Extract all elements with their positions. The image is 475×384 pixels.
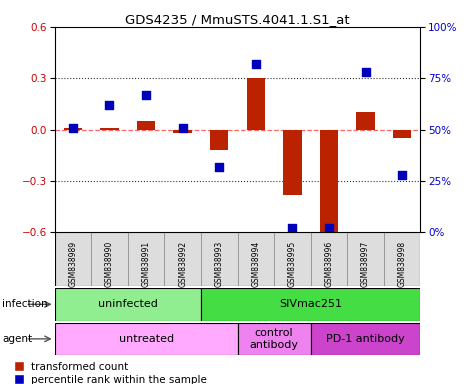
Text: infection: infection [2,299,48,310]
Text: GSM838998: GSM838998 [398,240,407,286]
Bar [201,288,420,321]
Bar [274,232,311,286]
Text: GSM838997: GSM838997 [361,240,370,286]
Bar [311,232,347,286]
Bar [173,130,192,133]
Bar [247,78,265,130]
Bar [347,232,384,286]
Text: GSM838993: GSM838993 [215,240,224,286]
Bar [164,232,201,286]
Bar [55,232,91,286]
Text: control
antibody: control antibody [249,328,299,350]
Point [362,69,370,75]
Text: PD-1 antibody: PD-1 antibody [326,334,405,344]
Bar [100,128,119,130]
Bar [55,288,201,321]
Bar [64,128,82,130]
Bar [320,130,338,232]
Bar [238,232,274,286]
Point [289,225,296,231]
Text: uninfected: uninfected [98,299,158,310]
Bar [356,113,375,130]
Bar [210,130,228,150]
Text: GSM838994: GSM838994 [251,240,260,286]
Text: GSM838989: GSM838989 [68,240,77,286]
Title: GDS4235 / MmuSTS.4041.1.S1_at: GDS4235 / MmuSTS.4041.1.S1_at [125,13,350,26]
Text: untreated: untreated [118,334,174,344]
Text: GSM838991: GSM838991 [142,240,151,286]
Bar [55,323,238,355]
Point [105,102,113,108]
Bar [283,130,302,195]
Point [252,61,259,67]
Text: SIVmac251: SIVmac251 [279,299,342,310]
Point [142,92,150,98]
Text: GSM838992: GSM838992 [178,240,187,286]
Bar [137,121,155,130]
Bar [128,232,164,286]
Point [216,164,223,170]
Bar [238,323,311,355]
Point [179,124,186,131]
Bar [384,232,420,286]
Bar [91,232,128,286]
Bar [311,323,420,355]
Legend: transformed count, percentile rank within the sample: transformed count, percentile rank withi… [15,362,207,384]
Text: GSM838996: GSM838996 [324,240,333,286]
Point [398,172,406,178]
Text: GSM838995: GSM838995 [288,240,297,286]
Text: GSM838990: GSM838990 [105,240,114,286]
Point [325,225,332,231]
Point [69,124,77,131]
Text: agent: agent [2,334,32,344]
Bar [201,232,238,286]
Bar [393,130,411,138]
